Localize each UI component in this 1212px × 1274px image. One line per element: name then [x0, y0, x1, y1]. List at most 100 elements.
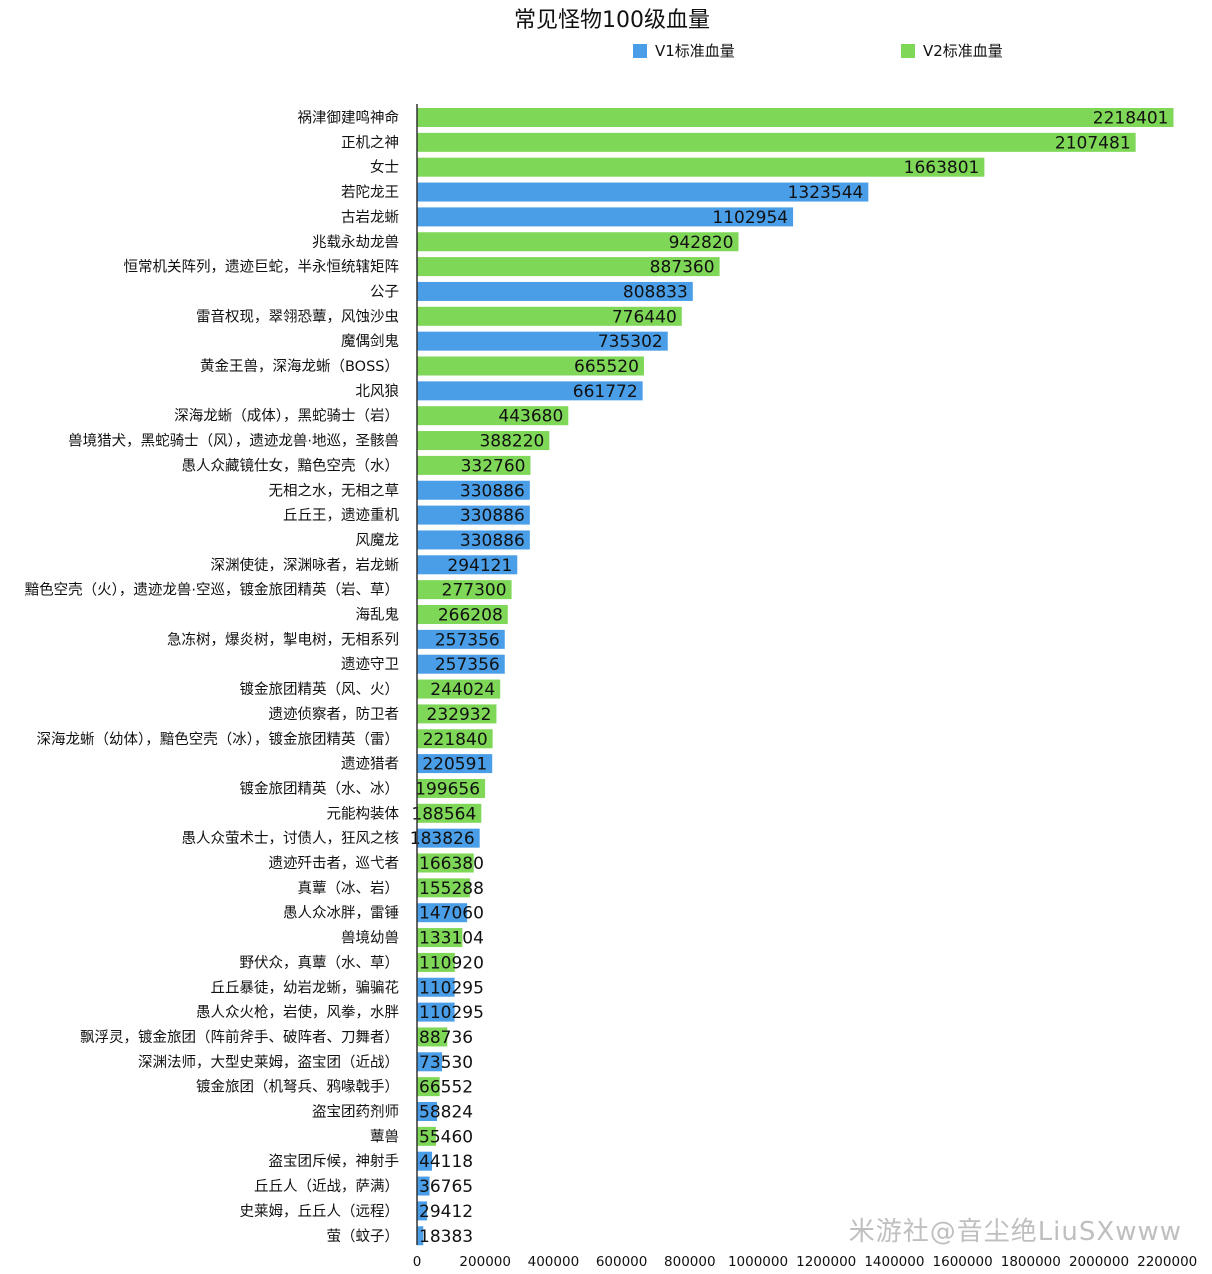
value-label: 332760: [461, 456, 526, 476]
category-label: 兽境猎犬，黑蛇骑士（风），遗迹龙兽·地巡，圣骸兽: [68, 432, 399, 450]
bar: [417, 381, 643, 401]
legend-item-v1: V1标准血量: [633, 40, 735, 61]
value-label: 330886: [460, 481, 525, 501]
x-tick-label: 1200000: [796, 1254, 856, 1270]
bar: [417, 207, 794, 227]
value-label: 155288: [419, 879, 484, 899]
bar: [417, 1126, 436, 1146]
category-label: 兽境幼兽: [341, 929, 399, 947]
value-label: 110295: [419, 978, 484, 998]
category-label: 史莱姆，丘丘人（远程）: [240, 1203, 400, 1220]
value-label: 73530: [419, 1053, 473, 1073]
bar: [417, 605, 508, 624]
x-tick-label: 0: [413, 1254, 422, 1270]
bar: [417, 729, 493, 749]
bar: [417, 257, 720, 277]
category-label: 蕈兽: [370, 1128, 399, 1145]
bar: [417, 331, 668, 351]
category-label: 镀金旅团（机弩兵、鸦喙戟手）: [196, 1079, 399, 1096]
bar: [417, 1226, 424, 1246]
bar: [417, 480, 530, 500]
bar: [417, 431, 550, 451]
category-label: 雷音权现，翠翎恐蕈，风蚀沙虫: [196, 308, 399, 325]
category-label: 盗宝团斥候，神射手: [269, 1153, 400, 1170]
value-label: 294121: [447, 556, 512, 576]
bar: [417, 530, 530, 550]
value-label: 2107481: [1055, 133, 1131, 153]
category-label: 无相之水，无相之草: [269, 482, 400, 499]
bar: [417, 778, 486, 798]
value-label: 188564: [411, 804, 476, 824]
category-label: 遗迹猎者: [341, 756, 399, 773]
x-tick-label: 1800000: [1001, 1254, 1061, 1270]
value-label: 88736: [419, 1028, 473, 1048]
value-label: 1663801: [904, 158, 980, 178]
value-label: 183826: [410, 829, 475, 849]
bar: [417, 952, 455, 972]
category-label: 愚人众火枪，岩使，风拳，水胖: [196, 1004, 399, 1021]
x-tick-label: 1400000: [864, 1254, 924, 1270]
category-label: 深渊法师，大型史莱姆，盗宝团（近战）: [138, 1054, 399, 1071]
value-label: 244024: [430, 680, 495, 700]
bar: [417, 232, 739, 252]
bar: [417, 1002, 455, 1022]
category-label: 丘丘王，遗迹重机: [283, 507, 399, 524]
bar: [417, 306, 682, 326]
x-tick-label: 2200000: [1137, 1254, 1197, 1270]
value-label: 665520: [574, 357, 639, 377]
bar: [417, 132, 1136, 152]
value-label: 44118: [419, 1152, 473, 1172]
category-label: 深海龙蜥（成体），黑蛇骑士（岩）: [174, 408, 399, 425]
bar: [417, 754, 493, 774]
category-label: 愚人众藏镜仕女，黯色空壳（水）: [182, 456, 400, 474]
value-label: 443680: [498, 407, 563, 427]
value-label: 110920: [419, 953, 484, 973]
category-label: 野伏众，真蕈（水、草）: [240, 953, 400, 971]
value-label: 277300: [442, 581, 507, 601]
category-label: 遗迹歼击者，巡弋者: [269, 855, 400, 872]
category-label: 飘浮灵，镀金旅团（阵前斧手、破阵者、刀舞者）: [80, 1029, 399, 1046]
value-label: 808833: [623, 282, 688, 302]
value-label: 133104: [419, 929, 484, 949]
watermark: 米游社@音尘绝LiuSXwww: [848, 1217, 1182, 1247]
bar: [417, 1102, 438, 1121]
value-label: 1102954: [712, 208, 788, 228]
legend-label-v1: V1标准血量: [655, 42, 735, 60]
bar: [417, 406, 569, 426]
category-label: 公子: [370, 283, 399, 300]
category-label: 祸津御建鸣神命: [298, 109, 400, 127]
legend-item-v2: V2标准血量: [901, 40, 1003, 61]
category-label: 急冻树，爆炎树，掣电树，无相系列: [167, 630, 399, 648]
bar: [417, 853, 474, 873]
bar: [417, 828, 480, 848]
bar: [417, 878, 470, 898]
x-tick-label: 1600000: [933, 1254, 993, 1270]
bar: [417, 977, 455, 997]
value-label: 55460: [419, 1127, 473, 1147]
legend-label-v2: V2标准血量: [923, 42, 1003, 60]
bar: [417, 679, 501, 699]
x-tick-label: 1000000: [728, 1254, 788, 1270]
value-label: 199656: [415, 779, 480, 799]
value-label: 166380: [419, 854, 484, 874]
category-label: 北风狼: [356, 383, 400, 400]
value-label: 221840: [423, 730, 488, 750]
value-label: 661772: [573, 382, 638, 402]
category-label: 兆载永劫龙兽: [312, 234, 399, 251]
bar: [417, 1027, 448, 1047]
bar: [417, 928, 463, 948]
category-label: 真蕈（冰、岩）: [298, 879, 400, 897]
category-label: 深海龙蜥（幼体），黯色空壳（冰），镀金旅团精英（雷）: [37, 730, 400, 748]
bar: [417, 555, 518, 575]
value-label: 36765: [419, 1177, 473, 1197]
bar: [417, 281, 693, 301]
value-label: 1323544: [788, 183, 864, 203]
value-label: 220591: [422, 755, 487, 775]
value-label: 18383: [419, 1227, 473, 1247]
bar: [417, 455, 531, 475]
value-label: 942820: [669, 233, 734, 253]
category-label: 镀金旅团精英（风、火）: [240, 680, 400, 698]
x-tick-label: 2000000: [1069, 1254, 1129, 1270]
bar: [417, 580, 512, 600]
